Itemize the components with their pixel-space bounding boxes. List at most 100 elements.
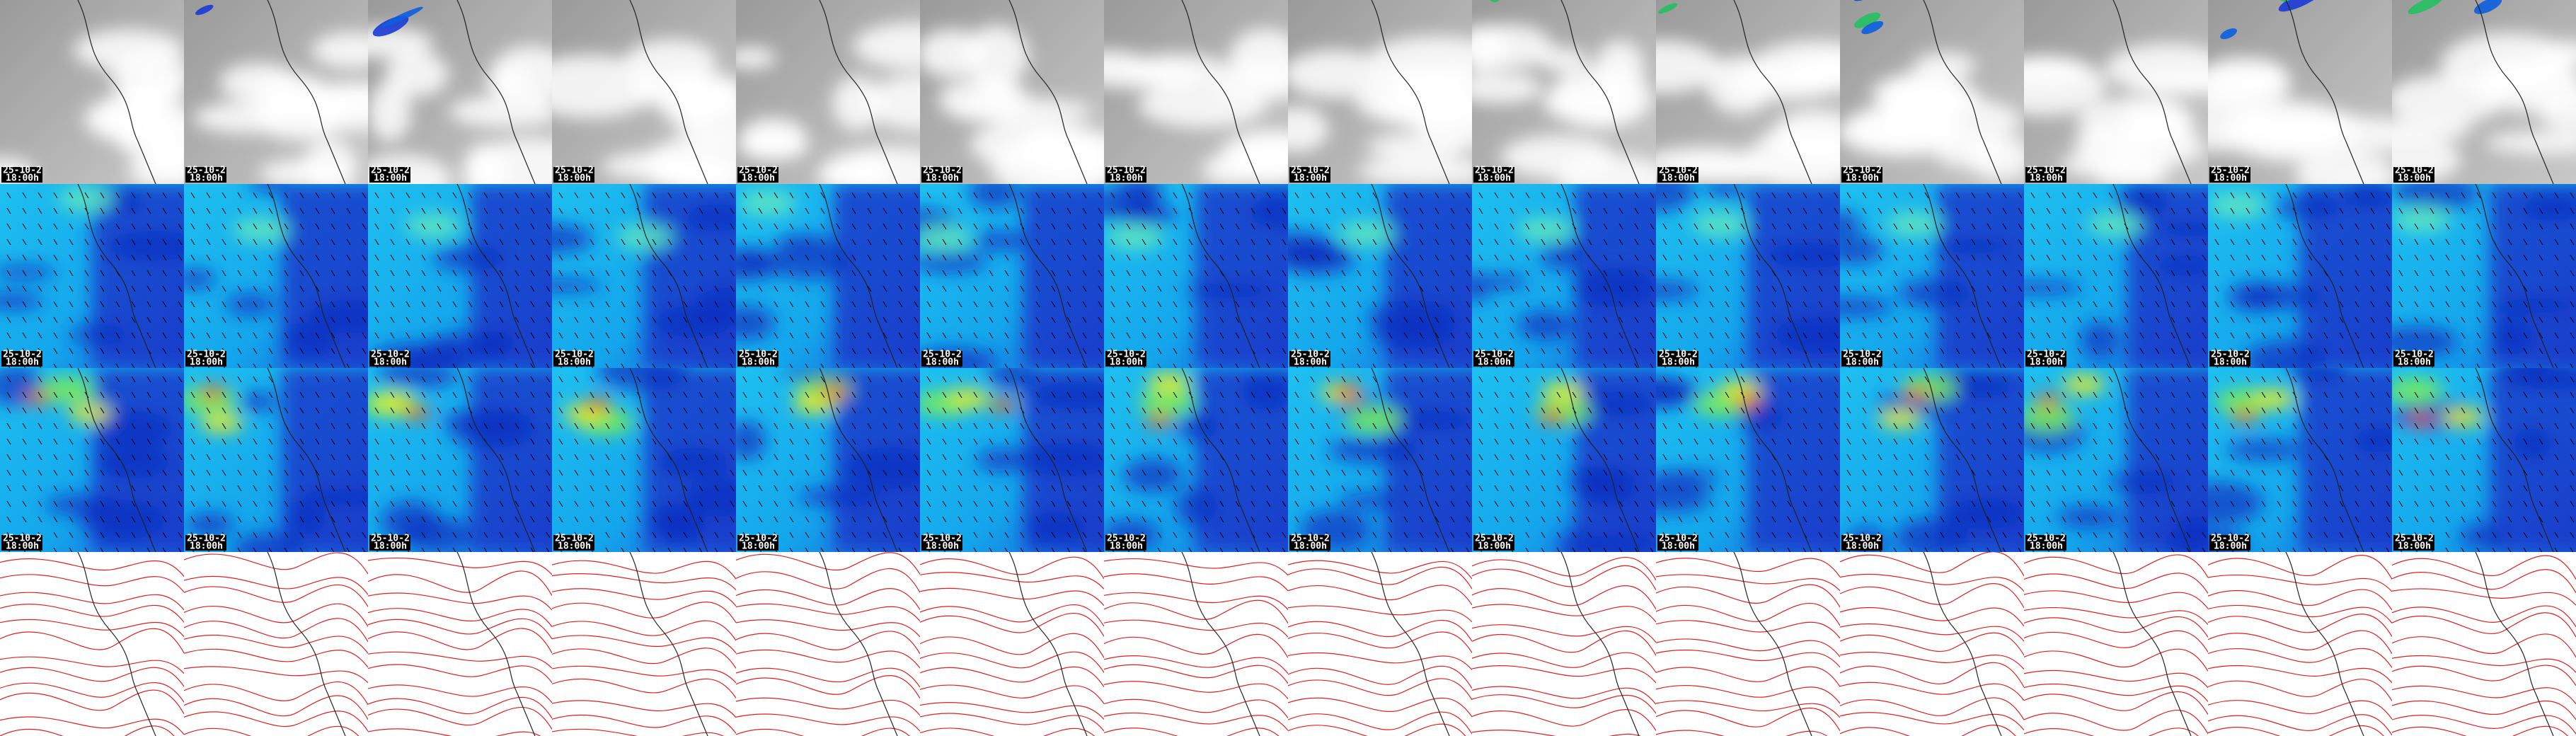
wind-arrow <box>1494 376 1499 383</box>
isobar <box>920 633 1104 658</box>
wind-arrow <box>1266 500 1271 507</box>
wind-arrow <box>2108 347 2113 355</box>
wind-arrow <box>1525 438 1530 445</box>
label-box <box>1473 351 1514 367</box>
wind-arrow <box>421 547 425 552</box>
wind-arrow <box>1204 285 1209 292</box>
clouds <box>193 32 368 184</box>
wind-arrow <box>2430 223 2434 230</box>
wind-arrow <box>1510 207 1514 214</box>
wind-arrow <box>1909 469 1914 476</box>
wind-arrow <box>53 316 58 323</box>
wind-arrow <box>1188 422 1193 430</box>
wind-arrow <box>1204 376 1209 383</box>
coastline <box>267 368 346 552</box>
wind-arrow <box>115 238 120 246</box>
wind-arrow <box>2308 485 2313 492</box>
wind-arrow <box>499 407 504 414</box>
wind-arrow <box>1204 407 1209 414</box>
wind-arrow <box>162 238 167 246</box>
wind-arrow <box>1587 347 1592 355</box>
wind-arrow <box>499 363 503 368</box>
wind-arrow <box>2002 363 2006 368</box>
wind-arrow <box>867 422 872 430</box>
panel-date: 25-10-2 <box>2395 534 2434 544</box>
wind-arrow <box>898 270 903 277</box>
cloud <box>463 143 508 184</box>
wind-arrow <box>1924 376 1929 383</box>
wind-arrow <box>468 238 473 246</box>
wind-arrow <box>546 454 551 461</box>
wind-arrow <box>2461 332 2466 339</box>
wind-arrow <box>758 254 763 261</box>
wind-arrow <box>2398 301 2403 308</box>
wind-arrow <box>2492 207 2497 214</box>
wind-arrow <box>2214 454 2219 461</box>
wind-arrow <box>2030 192 2035 199</box>
isobar <box>920 651 1104 673</box>
wind-arrow <box>1204 347 1209 355</box>
wind-arrow <box>2323 407 2328 414</box>
wind-arrow <box>100 192 105 199</box>
wind-arrow <box>1709 422 1714 430</box>
wind-arrow <box>1556 469 1561 476</box>
panel-time: 18:00h <box>1662 173 1695 184</box>
wind-arrow <box>1051 454 1056 461</box>
wind-arrow <box>698 469 703 476</box>
wind-arrow <box>2170 238 2175 246</box>
wind-arrow <box>546 270 551 277</box>
wind-arrow <box>574 438 579 445</box>
wind-arrow <box>1740 301 1745 308</box>
panel-date: 25-10-2 <box>1107 166 1146 176</box>
isobar <box>920 613 1104 637</box>
wind-arrow <box>2308 347 2313 355</box>
wind-arrow <box>1893 516 1898 523</box>
wind-arrow <box>2354 332 2359 339</box>
wind-arrow <box>851 454 856 461</box>
wind-arrow <box>636 438 641 445</box>
wind-arrow <box>1142 207 1146 214</box>
wind-arrow <box>1466 500 1471 507</box>
wind-arrow <box>499 500 504 507</box>
wind-arrow <box>1466 391 1471 398</box>
wind-arrow <box>1878 422 1882 430</box>
wind-arrow <box>1494 391 1499 398</box>
isobar <box>1472 624 1656 643</box>
wind-arrow <box>1266 332 1271 339</box>
isobar <box>1656 708 1840 732</box>
wind-arrow <box>2046 376 2051 383</box>
wind-arrow <box>914 485 919 492</box>
wind-arrow <box>1142 270 1146 277</box>
wind-arrow <box>1434 270 1439 277</box>
wind-arrow <box>683 547 687 552</box>
wind-arrow <box>1266 516 1271 523</box>
wind-arrow <box>2277 363 2281 368</box>
wind-arrow <box>190 270 195 277</box>
wind-arrow <box>1098 207 1103 214</box>
wind-arrow <box>253 332 258 339</box>
wind-arrow <box>2523 469 2528 476</box>
wind-arrow <box>2339 485 2344 492</box>
wind-arrow <box>2018 531 2023 539</box>
isobar <box>0 682 184 703</box>
wind-arrow <box>374 485 379 492</box>
coastline <box>1923 368 2002 552</box>
map-tile: 25-10-218:00h <box>2392 0 2576 184</box>
wind-arrow <box>1051 407 1056 414</box>
isobar <box>368 570 552 597</box>
wind-arrow <box>362 407 367 414</box>
wind-arrow <box>437 316 442 323</box>
wind-arrow <box>530 207 535 214</box>
wind-arrow <box>1341 254 1346 261</box>
cloud <box>1202 154 1262 184</box>
wind-arrow <box>667 207 672 214</box>
wind-arrow <box>1955 254 1960 261</box>
wind-arrow <box>546 347 551 355</box>
wind-arrow <box>1004 531 1009 539</box>
wind-arrow <box>683 316 688 323</box>
coastline <box>77 368 156 552</box>
panel-time: 18:00h <box>374 541 407 552</box>
wind-arrow <box>914 391 919 398</box>
wind-arrow <box>299 316 304 323</box>
wind-arrow <box>2398 207 2403 214</box>
